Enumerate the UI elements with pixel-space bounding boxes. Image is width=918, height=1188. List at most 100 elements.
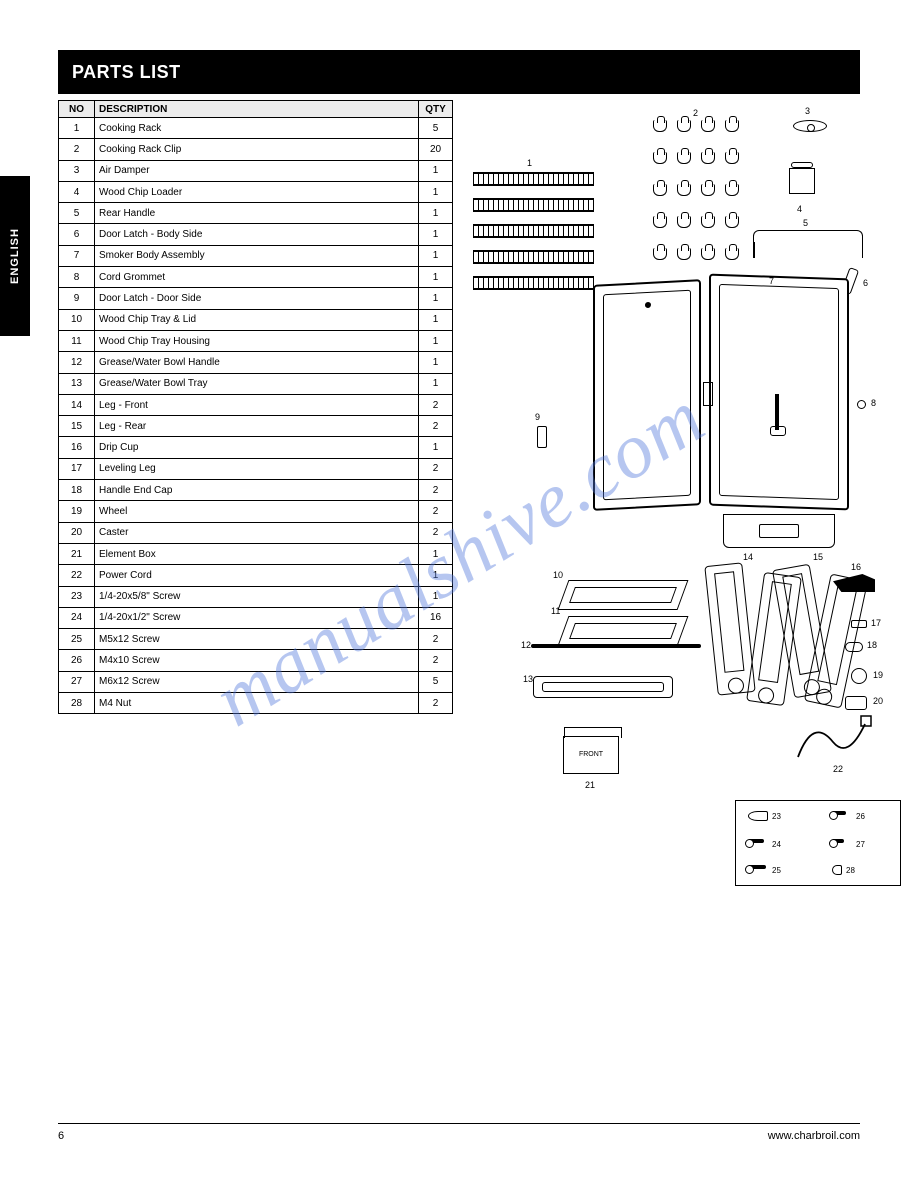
diagram-label: 4 (797, 204, 802, 214)
part-qty: 2 (419, 480, 453, 501)
table-row: 13Grease/Water Bowl Tray1 (59, 373, 453, 394)
diagram-label: 6 (863, 278, 868, 288)
part-no: 3 (59, 160, 95, 181)
diagram-label: 21 (585, 780, 595, 790)
diagram-label: 17 (871, 618, 881, 628)
diagram-label: 12 (521, 640, 531, 650)
page-footer: 6 www.charbroil.com (58, 1123, 860, 1142)
rear-handle (753, 230, 863, 258)
part-no: 17 (59, 458, 95, 479)
bowl-tray (533, 676, 673, 698)
element-box-label: FRONT (564, 751, 618, 758)
part-qty: 1 (419, 437, 453, 458)
cord-grommet (857, 400, 866, 409)
part-qty: 1 (419, 373, 453, 394)
part-desc: Cooking Rack Clip (95, 139, 419, 160)
table-row: 1Cooking Rack5 (59, 118, 453, 139)
section-title-bar: PARTS LIST (58, 50, 860, 94)
table-row: 20Caster2 (59, 522, 453, 543)
part-qty: 2 (419, 501, 453, 522)
power-cord (793, 712, 873, 762)
table-row: 2Cooking Rack Clip20 (59, 139, 453, 160)
wheel (851, 668, 867, 684)
part-qty: 1 (419, 565, 453, 586)
part-qty: 1 (419, 160, 453, 181)
part-no: 18 (59, 480, 95, 501)
part-no: 25 (59, 629, 95, 650)
table-row: 21Element Box1 (59, 543, 453, 564)
part-qty: 5 (419, 671, 453, 692)
table-row: 8Cord Grommet1 (59, 267, 453, 288)
part-no: 6 (59, 224, 95, 245)
part-qty: 5 (419, 118, 453, 139)
table-row: 18Handle End Cap2 (59, 480, 453, 501)
table-row: 6Door Latch - Body Side1 (59, 224, 453, 245)
part-no: 26 (59, 650, 95, 671)
part-desc: Grease/Water Bowl Tray (95, 373, 419, 394)
part-desc: M4x10 Screw (95, 650, 419, 671)
part-no: 12 (59, 352, 95, 373)
page-number: 6 (58, 1130, 64, 1142)
part-no: 2 (59, 139, 95, 160)
part-qty: 1 (419, 309, 453, 330)
table-row: 11Wood Chip Tray Housing1 (59, 330, 453, 351)
diagram-label: 14 (743, 552, 753, 562)
footer-url: www.charbroil.com (768, 1130, 860, 1142)
diagram-label: 19 (873, 670, 883, 680)
part-qty: 1 (419, 203, 453, 224)
part-qty: 2 (419, 650, 453, 671)
table-row: 9Door Latch - Door Side1 (59, 288, 453, 309)
diagram-label: 3 (805, 106, 810, 116)
table-row: 14Leg - Front2 (59, 394, 453, 415)
part-desc: Element Box (95, 543, 419, 564)
part-no: 28 (59, 693, 95, 714)
diagram-label: 10 (553, 570, 563, 580)
table-row: 28M4 Nut2 (59, 693, 453, 714)
col-qty: QTY (419, 101, 453, 118)
part-desc: Caster (95, 522, 419, 543)
part-qty: 16 (419, 607, 453, 628)
diagram-label: 15 (813, 552, 823, 562)
part-qty: 1 (419, 288, 453, 309)
table-row: 17Leveling Leg2 (59, 458, 453, 479)
hw-label: 23 (772, 812, 781, 821)
part-qty: 2 (419, 394, 453, 415)
part-desc: 1/4-20x5/8" Screw (95, 586, 419, 607)
diagram-label: 13 (523, 674, 533, 684)
part-no: 4 (59, 181, 95, 202)
table-row: 15Leg - Rear2 (59, 416, 453, 437)
part-desc: Rear Handle (95, 203, 419, 224)
language-tab-text: ENGLISH (9, 228, 21, 284)
part-no: 8 (59, 267, 95, 288)
table-row: 231/4-20x5/8" Screw1 (59, 586, 453, 607)
part-no: 16 (59, 437, 95, 458)
diagram-label: 16 (851, 562, 861, 572)
diagram-label: 8 (871, 398, 876, 408)
part-no: 27 (59, 671, 95, 692)
hardware-box: 23 26 24 27 25 28 (735, 800, 901, 886)
part-no: 14 (59, 394, 95, 415)
part-no: 23 (59, 586, 95, 607)
part-desc: Cord Grommet (95, 267, 419, 288)
part-desc: Leg - Front (95, 394, 419, 415)
door-latch-door (537, 426, 547, 448)
part-no: 5 (59, 203, 95, 224)
table-row: 22Power Cord1 (59, 565, 453, 586)
air-damper (793, 120, 827, 132)
diagram-label: 11 (551, 606, 560, 616)
part-qty: 1 (419, 245, 453, 266)
element-box: FRONT (563, 736, 619, 774)
part-desc: M4 Nut (95, 693, 419, 714)
part-qty: 2 (419, 522, 453, 543)
wood-chip-loader (785, 162, 819, 198)
section-title: PARTS LIST (72, 62, 181, 83)
part-no: 19 (59, 501, 95, 522)
part-desc: Leveling Leg (95, 458, 419, 479)
diagram-label: 18 (867, 640, 877, 650)
part-no: 10 (59, 309, 95, 330)
part-no: 9 (59, 288, 95, 309)
table-row: 25M5x12 Screw2 (59, 629, 453, 650)
wood-chip-tray (563, 580, 683, 610)
diagram-label: 2 (693, 108, 698, 118)
part-desc: Grease/Water Bowl Handle (95, 352, 419, 373)
